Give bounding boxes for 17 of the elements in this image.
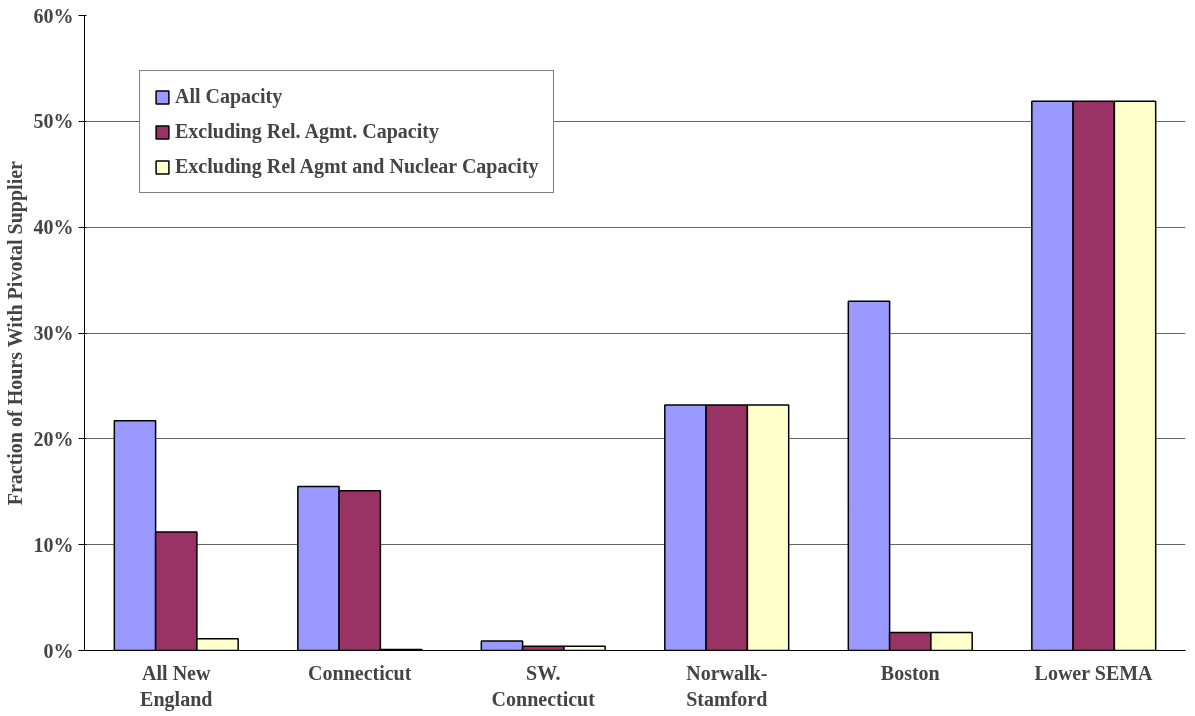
x-tick-label: Lower SEMA (1034, 661, 1154, 684)
legend-label: Excluding Rel. Agmt. Capacity (175, 120, 439, 143)
y-tick-label: 0% (43, 639, 74, 662)
legend-label: All Capacity (175, 85, 283, 108)
x-tick-label: Norwalk- Stamford (686, 661, 768, 710)
x-tick-label: Boston (880, 661, 940, 684)
x-tick-label: Connecticut (308, 661, 412, 684)
y-tick-label: 20% (33, 427, 74, 450)
x-tick-label: SW. Connecticut (491, 661, 596, 710)
y-tick-label: 40% (33, 216, 74, 239)
y-axis-title: Fraction of Hours With Pivotal Supplier (3, 160, 27, 506)
legend-label: Excluding Rel Agmt and Nuclear Capacity (175, 155, 539, 178)
y-tick-label: 60% (33, 4, 74, 27)
y-tick-label: 50% (33, 110, 74, 133)
y-tick-label: 30% (33, 322, 74, 344)
y-tick-label: 10% (33, 533, 74, 556)
x-tick-label: All New England (140, 661, 213, 711)
